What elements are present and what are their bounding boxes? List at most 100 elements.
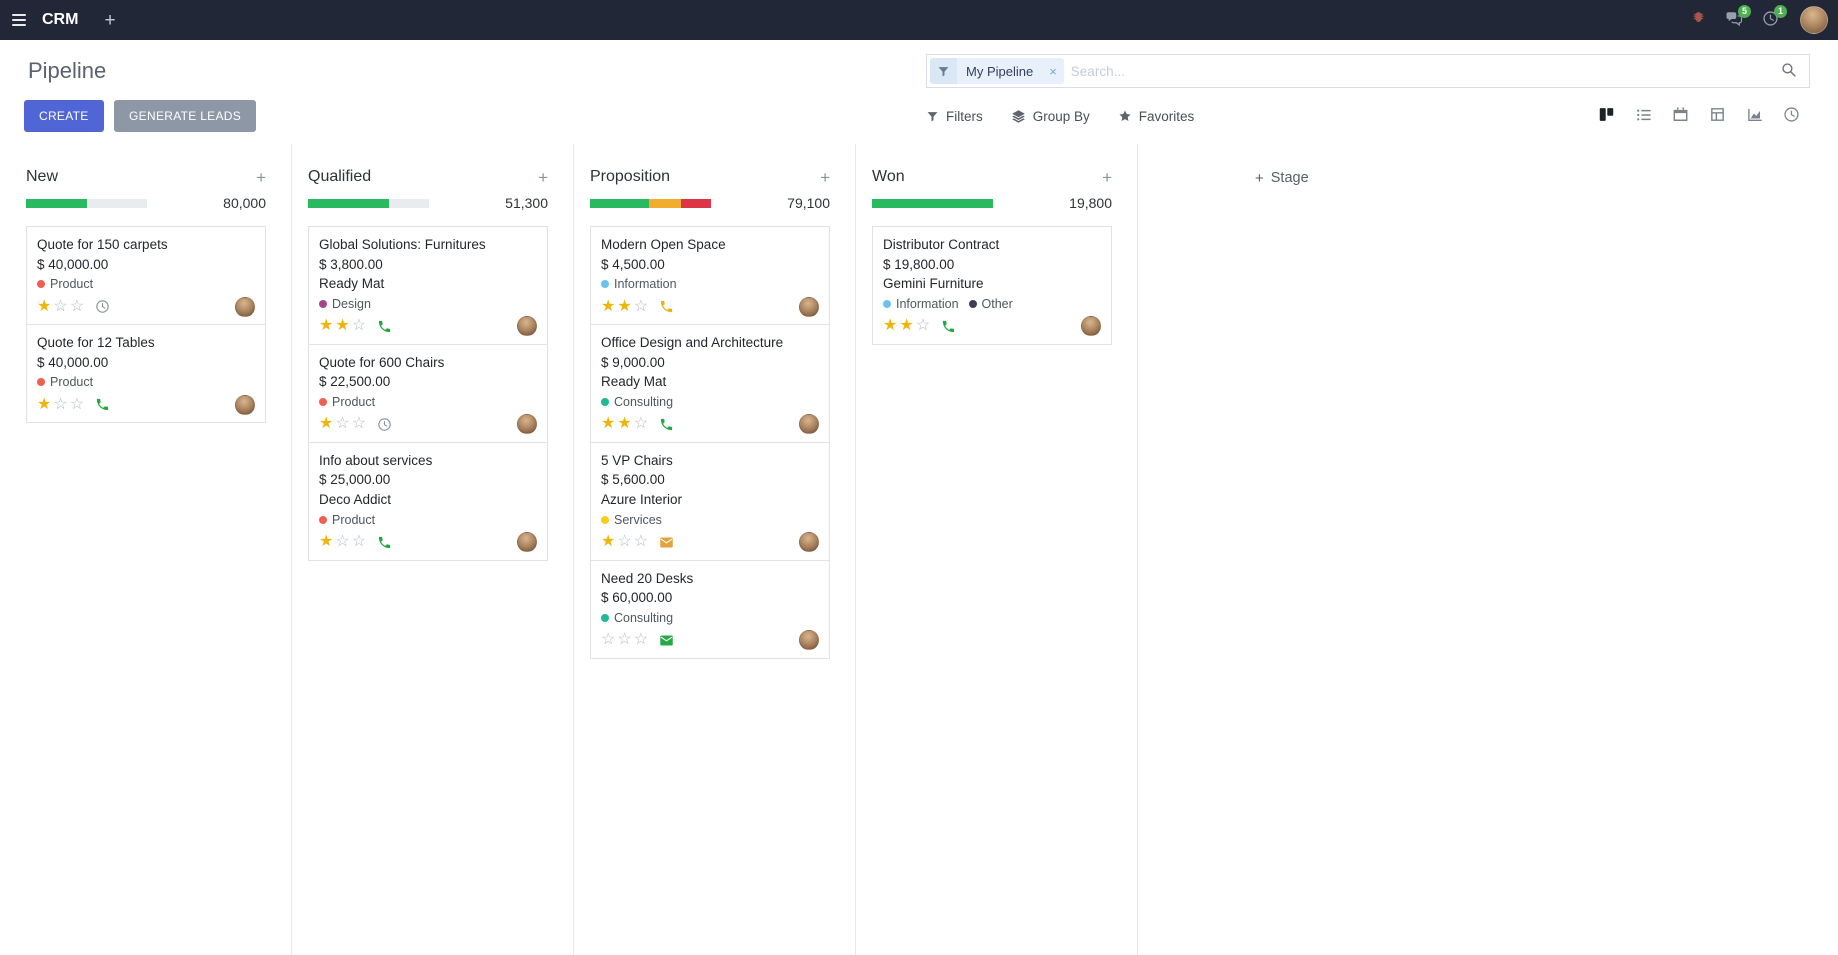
kanban-card[interactable]: Office Design and Architecture $ 9,000.0…: [590, 324, 830, 443]
phone-icon[interactable]: [95, 397, 110, 412]
generate-leads-button[interactable]: GENERATE LEADS: [114, 100, 257, 132]
progress-segment[interactable]: [590, 198, 650, 208]
card-tags: Information Other: [883, 297, 1101, 311]
phone-icon[interactable]: [659, 299, 674, 314]
column-progressbar[interactable]: [590, 198, 711, 208]
create-button[interactable]: CREATE: [24, 100, 104, 132]
card-tags: Consulting: [601, 611, 819, 625]
add-stage-button[interactable]: + Stage: [1138, 144, 1309, 188]
star-icon[interactable]: ★: [335, 317, 350, 335]
graph-view-button[interactable]: [1736, 102, 1773, 130]
star-icon[interactable]: ☆: [633, 415, 649, 433]
phone-icon[interactable]: [659, 417, 674, 432]
column-progressbar[interactable]: [872, 198, 993, 208]
progress-segment[interactable]: [308, 198, 390, 208]
star-icon[interactable]: ★: [37, 395, 52, 413]
group-by-menu-button[interactable]: Group By: [1011, 109, 1090, 124]
star-icon[interactable]: ★: [601, 297, 616, 315]
column-header: Won +: [872, 168, 1112, 186]
kanban-view-button[interactable]: [1588, 102, 1625, 130]
star-icon[interactable]: ★: [617, 415, 632, 433]
column-add-button[interactable]: +: [256, 169, 266, 186]
card-avatar: [1081, 316, 1101, 337]
star-icon[interactable]: ★: [319, 415, 334, 433]
search-input[interactable]: [1070, 63, 1770, 79]
column-progressbar[interactable]: [308, 198, 429, 208]
messages-button[interactable]: 5: [1718, 4, 1751, 36]
star-icon[interactable]: ☆: [601, 631, 616, 649]
star-icon[interactable]: ☆: [69, 297, 85, 315]
tag: Product: [37, 375, 93, 389]
search-submit-button[interactable]: [1770, 61, 1807, 81]
kanban-card[interactable]: Modern Open Space $ 4,500.00 Information…: [590, 226, 830, 326]
clock-icon[interactable]: [95, 299, 110, 314]
kanban-card[interactable]: 5 VP Chairs $ 5,600.00 Azure Interior Se…: [590, 441, 830, 561]
app-name[interactable]: CRM: [42, 11, 79, 28]
apps-menu-button[interactable]: [10, 12, 28, 28]
progress-segment[interactable]: [872, 198, 993, 208]
star-icon[interactable]: ☆: [351, 533, 367, 550]
phone-icon[interactable]: [377, 319, 392, 334]
star-icon[interactable]: ★: [37, 297, 52, 315]
tag: Information: [883, 297, 959, 311]
envelope-icon[interactable]: [659, 535, 674, 550]
kanban-card[interactable]: Need 20 Desks $ 60,000.00 Consulting ☆ ☆ ☆: [590, 559, 830, 659]
card-title: Quote for 12 Tables: [37, 335, 155, 351]
star-icon[interactable]: ★: [899, 317, 914, 335]
star-icon[interactable]: ☆: [617, 533, 632, 550]
kanban-card[interactable]: Quote for 150 carpets $ 40,000.00 Produc…: [26, 226, 266, 326]
star-icon[interactable]: ★: [601, 533, 616, 550]
star-icon[interactable]: ☆: [633, 297, 649, 315]
search-bar[interactable]: My Pipeline ×: [926, 54, 1810, 88]
facet-remove-icon[interactable]: ×: [1042, 58, 1064, 84]
debug-button[interactable]: [1682, 4, 1714, 36]
pivot-view-button[interactable]: [1699, 102, 1736, 130]
column-add-button[interactable]: +: [538, 169, 548, 186]
column-add-button[interactable]: +: [820, 169, 830, 186]
star-icon[interactable]: ☆: [915, 317, 931, 335]
star-icon[interactable]: ☆: [53, 297, 68, 315]
star-icon[interactable]: ☆: [351, 415, 367, 433]
kanban-card[interactable]: Global Solutions: Furnitures $ 3,800.00 …: [308, 226, 548, 345]
star-icon[interactable]: ☆: [335, 533, 350, 550]
star-icon[interactable]: ☆: [53, 395, 68, 413]
star-icon[interactable]: ☆: [633, 631, 649, 649]
star-icon[interactable]: ★: [601, 415, 616, 433]
column-title: Won: [872, 168, 905, 185]
list-view-button[interactable]: [1625, 102, 1662, 130]
star-icon[interactable]: ☆: [335, 415, 350, 433]
phone-icon[interactable]: [941, 319, 956, 334]
kanban-card[interactable]: Quote for 600 Chairs $ 22,500.00 Product…: [308, 343, 548, 443]
card-tags: Services: [601, 513, 819, 527]
kanban-column: New + 80,000 Quote for 150 carpets $ 40,…: [10, 144, 292, 955]
progress-segment[interactable]: [649, 198, 681, 208]
progress-segment[interactable]: [680, 198, 711, 208]
kanban-card[interactable]: Info about services $ 25,000.00 Deco Add…: [308, 441, 548, 561]
star-icon[interactable]: ☆: [351, 317, 367, 335]
column-progressbar[interactable]: [26, 198, 147, 208]
calendar-view-button[interactable]: [1662, 102, 1699, 130]
column-title: Qualified: [308, 168, 372, 185]
activity-view-button[interactable]: [1773, 102, 1810, 130]
filters-menu-button[interactable]: Filters: [926, 109, 983, 124]
star-icon[interactable]: ★: [617, 297, 632, 315]
star-icon[interactable]: ☆: [617, 631, 632, 649]
phone-icon[interactable]: [377, 535, 392, 550]
tag-dot-icon: [37, 378, 45, 387]
star-icon[interactable]: ★: [319, 533, 334, 550]
star-icon[interactable]: ☆: [69, 395, 85, 413]
progress-segment[interactable]: [26, 198, 87, 208]
kanban-card[interactable]: Quote for 12 Tables $ 40,000.00 Product …: [26, 324, 266, 424]
star-icon[interactable]: ★: [319, 317, 334, 335]
clock-icon[interactable]: [377, 417, 392, 432]
favorites-menu-button[interactable]: Favorites: [1118, 109, 1194, 124]
envelope-icon[interactable]: [659, 633, 674, 648]
activities-button[interactable]: 1: [1754, 4, 1787, 36]
kanban-card[interactable]: Distributor Contract $ 19,800.00 Gemini …: [872, 226, 1112, 345]
star-icon[interactable]: ★: [883, 317, 898, 335]
star-icon[interactable]: ☆: [633, 533, 649, 550]
column-add-button[interactable]: +: [1102, 169, 1112, 186]
user-avatar[interactable]: [1800, 6, 1828, 34]
column-title: Proposition: [590, 168, 671, 185]
add-window-button[interactable]: +: [104, 11, 115, 30]
